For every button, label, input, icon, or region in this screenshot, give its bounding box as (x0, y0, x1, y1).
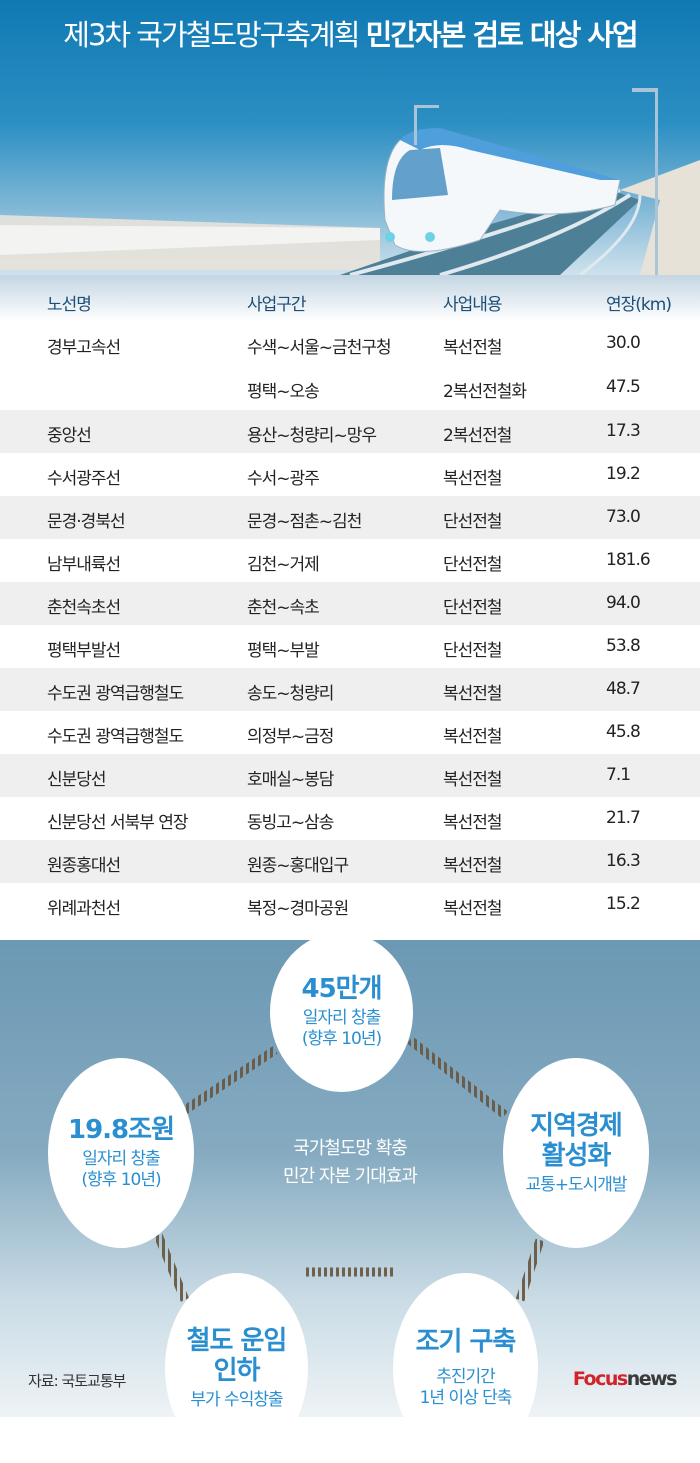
table-cell: 평택~오송 (247, 382, 320, 402)
table-cell: 15.2 (606, 894, 641, 914)
project-table: 노선명 사업구간 사업내용 연장(km) 경부고속선 수색~서울~금천구청 복선전철… (0, 275, 700, 940)
rail-track (407, 1036, 508, 1119)
column-header: 사업구간 (247, 295, 307, 315)
table-cell: 춘천속초선 (47, 598, 121, 618)
rail-track (153, 1233, 190, 1302)
table-cell: 의정부~금정 (247, 727, 334, 747)
table-cell: 호매실~봉담 (247, 770, 334, 790)
table-cell: 19.2 (606, 464, 641, 484)
table-cell: 수서광주선 (47, 469, 121, 489)
table-row: 경부고속선 수색~서울~금천구청 복선전철 30.0 (0, 322, 700, 365)
table-cell: 춘천~속초 (247, 598, 320, 618)
table-cell: 평택~부발 (247, 641, 320, 661)
table-cell: 남부내륙선 (47, 555, 121, 575)
table-cell: 용산~청량리~망우 (247, 426, 377, 446)
table-cell: 17.3 (606, 421, 641, 441)
table-row: 수도권 광역급행철도 송도~청량리 복선전철 48.7 (0, 668, 700, 711)
effect-fare-reduction: 철도 운임 인하 부가 수익창출 (165, 1273, 308, 1463)
rail-connectors (153, 1036, 545, 1302)
rail-track (515, 1238, 545, 1302)
table-cell: 신분당선 서북부 연장 (47, 813, 189, 833)
table-cell: 경부고속선 (47, 338, 121, 358)
page-title: 제3차 국가철도망구축계획 민간자본 검토 대상 사업 (63, 18, 638, 52)
table-row: 문경·경북선 문경~점촌~김천 단선전철 73.0 (0, 496, 700, 539)
source-note: 자료: 국토교통부 (28, 1372, 126, 1390)
table-cell: 21.7 (606, 808, 641, 828)
hero-banner: 제3차 국가철도망구축계획 민간자본 검토 대상 사업 (0, 0, 700, 275)
table-cell: 53.8 (606, 636, 641, 656)
table-cell: 복선전철 (443, 684, 503, 704)
rail-track (182, 1046, 278, 1114)
table-cell: 단선전철 (443, 512, 503, 532)
table-row: 평택부발선 평택~부발 단선전철 53.8 (0, 625, 700, 668)
table-cell: 45.8 (606, 722, 641, 742)
table-row: 춘천속초선 춘천~속초 단선전철 94.0 (0, 582, 700, 625)
table-cell: 원종홍대선 (47, 856, 121, 876)
table-row: 원종홍대선 원종~홍대입구 복선전철 16.3 (0, 840, 700, 883)
table-cell: 복선전철 (443, 469, 503, 489)
table-cell: 김천~거제 (247, 555, 320, 575)
table-cell: 단선전철 (443, 555, 503, 575)
table-cell: 중앙선 (47, 426, 92, 446)
table-cell: 181.6 (606, 550, 651, 570)
table-cell: 단선전철 (443, 598, 503, 618)
column-header: 사업내용 (443, 295, 503, 315)
table-cell: 30.0 (606, 333, 641, 353)
table-cell: 문경~점촌~김천 (247, 512, 362, 532)
center-caption: 국가철도망 확충 민간 자본 기대효과 (283, 1138, 418, 1187)
table-header: 노선명 사업구간 사업내용 연장(km) (0, 275, 700, 322)
table-cell: 신분당선 (47, 770, 107, 790)
table-row: 평택~오송 2복선전철화 47.5 (0, 366, 700, 409)
table-cell: 송도~청량리 (247, 684, 334, 704)
table-row: 신분당선 서북부 연장 동빙고~삼송 복선전철 21.7 (0, 797, 700, 840)
table-cell: 위례과천선 (47, 899, 121, 919)
table-row: 수도권 광역급행철도 의정부~금정 복선전철 45.8 (0, 711, 700, 754)
table-row: 위례과천선 복정~경마공원 복선전철 15.2 (0, 883, 700, 926)
table-cell: 2복선전철 (443, 426, 512, 446)
effect-jobs-count: 45만개 일자리 창출 (향후 10년) (270, 932, 413, 1092)
table-cell: 단선전철 (443, 641, 503, 661)
effect-jobs-value: 19.8조원 일자리 창출 (향후 10년) (48, 1058, 194, 1248)
table-cell: 7.1 (606, 765, 631, 785)
effect-regional-economy: 지역경제 활성화 교통+도시개발 (503, 1058, 649, 1248)
table-cell: 원종~홍대입구 (247, 856, 349, 876)
column-header: 연장(km) (606, 295, 672, 315)
effect-early-build: 조기 구축 추진기간 1년 이상 단축 (393, 1273, 538, 1463)
table-cell: 94.0 (606, 593, 641, 613)
table-cell: 수도권 광역급행철도 (47, 684, 184, 704)
focusnews-logo: Focusnews (572, 1368, 678, 1390)
table-cell: 수도권 광역급행철도 (47, 727, 184, 747)
table-cell: 복선전철 (443, 813, 503, 833)
table-row: 신분당선 호매실~봉담 복선전철 7.1 (0, 754, 700, 797)
table-cell: 73.0 (606, 507, 641, 527)
table-cell: 2복선전철화 (443, 382, 527, 402)
column-header: 노선명 (47, 295, 92, 315)
table-row: 중앙선 용산~청량리~망우 2복선전철 17.3 (0, 410, 700, 453)
table-cell: 수색~서울~금천구청 (247, 338, 392, 358)
table-cell: 평택부발선 (47, 641, 121, 661)
effects-diagram: 45만개 일자리 창출 (향후 10년) 19.8조원 일자리 창출 (향후 10년) … (0, 932, 700, 1463)
table-row: 남부내륙선 김천~거제 단선전철 181.6 (0, 539, 700, 582)
table-cell: 복선전철 (443, 770, 503, 790)
table-cell: 복선전철 (443, 899, 503, 919)
table-cell: 수서~광주 (247, 469, 320, 489)
table-cell: 복선전철 (443, 338, 503, 358)
table-cell: 48.7 (606, 679, 641, 699)
table-cell: 복정~경마공원 (247, 899, 349, 919)
table-cell: 16.3 (606, 851, 641, 871)
table-cell: 47.5 (606, 377, 641, 397)
table-cell: 복선전철 (443, 856, 503, 876)
table-row: 수서광주선 수서~광주 복선전철 19.2 (0, 453, 700, 496)
table-cell: 복선전철 (443, 727, 503, 747)
train-illustration (0, 88, 700, 275)
table-cell: 문경·경북선 (47, 512, 126, 532)
table-cell: 동빙고~삼송 (247, 813, 334, 833)
